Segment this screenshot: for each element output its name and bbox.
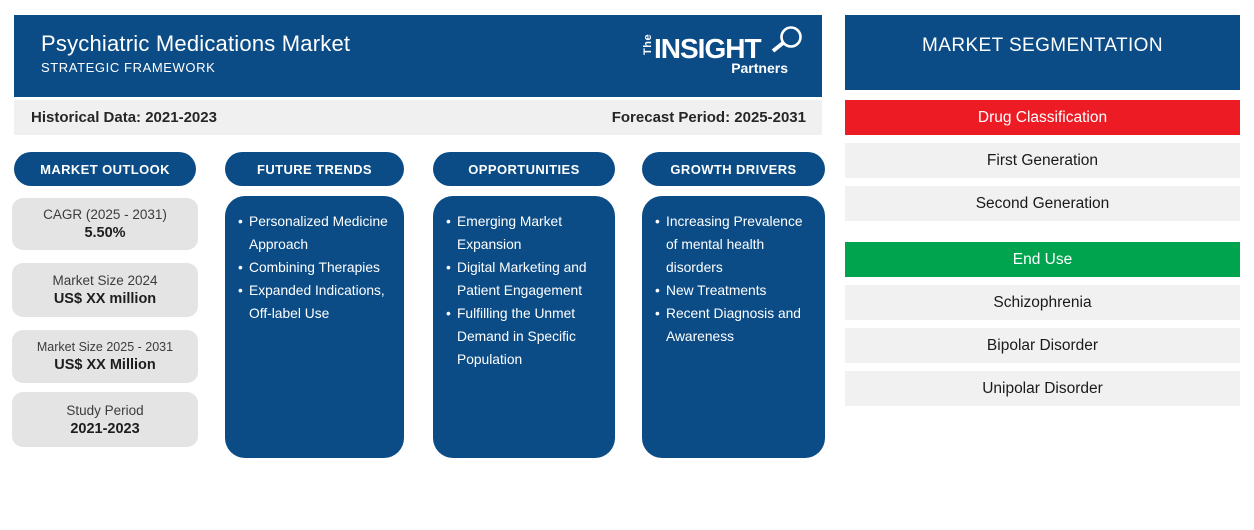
card-value: 2021-2023 [70, 420, 140, 437]
card-value: 5.50% [84, 225, 126, 241]
logo-insight-text: INSIGHT [654, 33, 762, 64]
brand-logo: The INSIGHT Partners [642, 26, 802, 93]
segment-item-first-generation: First Generation [845, 143, 1240, 178]
segment-group-end-use: End Use [845, 242, 1240, 277]
market-size-forecast-card: Market Size 2025 - 2031 US$ XX Million [12, 330, 198, 383]
logo-row: The INSIGHT [642, 33, 792, 64]
bullet-item: Recent Diagnosis and Awareness [655, 302, 817, 348]
period-bar: Historical Data: 2021-2023 Forecast Peri… [14, 100, 822, 135]
market-outlook-pill: MARKET OUTLOOK [14, 152, 196, 186]
study-period-card: Study Period 2021-2023 [12, 392, 198, 447]
bullet-item: Digital Marketing and Patient Engagement [446, 256, 607, 302]
bullet-item: Emerging Market Expansion [446, 210, 607, 256]
bullet-item: New Treatments [655, 279, 817, 302]
card-label: Market Size 2025 - 2031 [36, 340, 174, 354]
segmentation-header: MARKET SEGMENTATION [845, 15, 1240, 90]
future-trends-box: Personalized Medicine Approach Combining… [225, 196, 404, 458]
card-label: Market Size 2024 [52, 273, 158, 288]
segment-item-bipolar-disorder: Bipolar Disorder [845, 328, 1240, 363]
growth-drivers-box: Increasing Prevalence of mental health d… [642, 196, 825, 458]
segment-group-drug-classification: Drug Classification [845, 100, 1240, 135]
bullet-item: Personalized Medicine Approach [238, 210, 396, 256]
future-trends-pill: FUTURE TRENDS [225, 152, 404, 186]
header-banner: Psychiatric Medications Market STRATEGIC… [14, 15, 822, 97]
bullet-item: Combining Therapies [238, 256, 396, 279]
opportunities-box: Emerging Market Expansion Digital Market… [433, 196, 615, 458]
bullet-list: Personalized Medicine Approach Combining… [238, 210, 396, 325]
magnifier-icon [771, 26, 802, 53]
page-title: Psychiatric Medications Market [41, 31, 351, 56]
card-value: US$ XX million [53, 291, 157, 307]
card-label: CAGR (2025 - 2031) [43, 207, 167, 222]
bullet-item: Expanded Indications, Off-label Use [238, 279, 396, 325]
bullet-item: Increasing Prevalence of mental health d… [655, 210, 817, 279]
cagr-card: CAGR (2025 - 2031) 5.50% [12, 198, 198, 250]
segment-item-schizophrenia: Schizophrenia [845, 285, 1240, 320]
segment-item-second-generation: Second Generation [845, 186, 1240, 221]
card-label: Study Period [66, 402, 144, 418]
segment-item-unipolar-disorder: Unipolar Disorder [845, 371, 1240, 406]
card-value: US$ XX Million [54, 357, 156, 373]
historical-data-label: Historical Data: 2021-2023 [31, 109, 217, 126]
page-subtitle: STRATEGIC FRAMEWORK [41, 60, 216, 75]
logo-the-text: The [642, 33, 654, 55]
bullet-list: Emerging Market Expansion Digital Market… [446, 210, 607, 371]
segmentation-title: MARKET SEGMENTATION [922, 35, 1163, 56]
bullet-list: Increasing Prevalence of mental health d… [655, 210, 817, 348]
bullet-item: Fulfilling the Unmet Demand in Specific … [446, 302, 607, 371]
opportunities-pill: OPPORTUNITIES [433, 152, 615, 186]
growth-drivers-pill: GROWTH DRIVERS [642, 152, 825, 186]
market-size-2024-card: Market Size 2024 US$ XX million [12, 263, 198, 317]
logo-partners-text: Partners [731, 60, 788, 76]
forecast-period-label: Forecast Period: 2025-2031 [611, 109, 806, 126]
